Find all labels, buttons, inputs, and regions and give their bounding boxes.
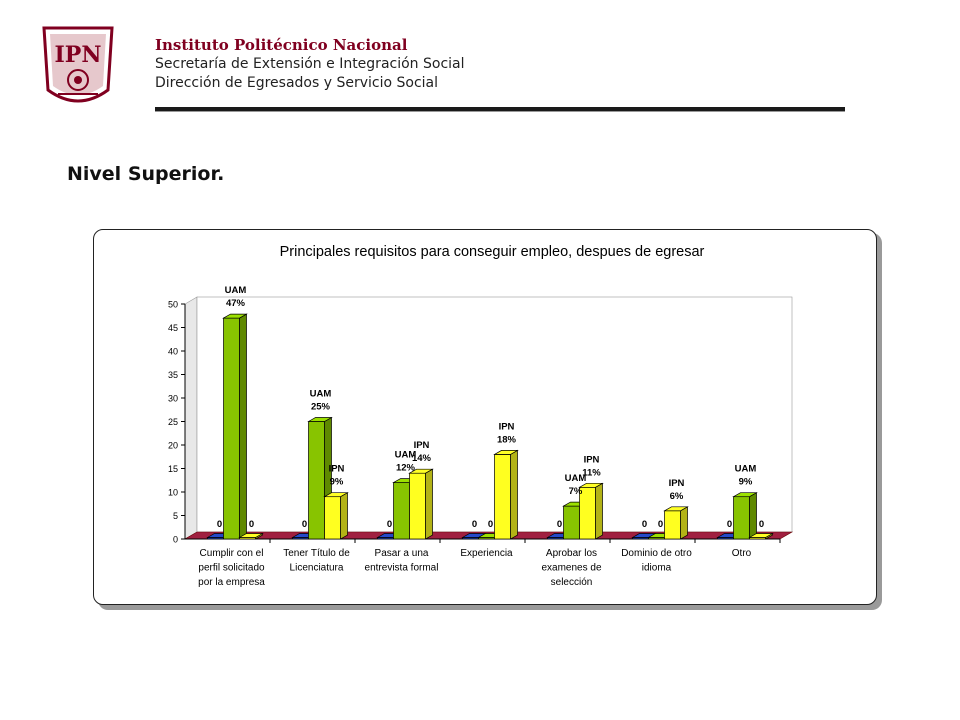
bar-side	[749, 492, 757, 540]
chart-side-wall	[184, 296, 198, 540]
data-label: 18%	[497, 434, 517, 445]
x-tick-label: entrevista formal	[365, 563, 439, 574]
data-label: 0	[557, 519, 562, 530]
x-tick-label: Licenciatura	[290, 563, 344, 574]
y-tick-label: 25	[168, 417, 178, 427]
institution-name: Instituto Politécnico Nacional	[155, 36, 408, 54]
data-label: UAM	[310, 389, 332, 400]
bar-top	[748, 533, 774, 538]
data-label: 0	[727, 519, 732, 530]
header-divider	[155, 107, 845, 111]
bar	[409, 472, 426, 540]
data-label: UAM	[395, 450, 417, 461]
data-label: 9%	[739, 477, 753, 488]
y-tick-label: 20	[168, 441, 178, 451]
bar	[563, 505, 580, 540]
bar-top	[307, 417, 333, 422]
bar-top	[222, 313, 248, 319]
bar-top	[323, 492, 349, 498]
data-label: IPN	[584, 454, 600, 465]
bar-top	[578, 482, 604, 488]
bar	[308, 421, 325, 540]
y-tick-label: 45	[168, 323, 178, 333]
bar-side	[680, 506, 688, 540]
data-label: 6%	[670, 491, 684, 502]
x-tick-label: Pasar a una	[375, 548, 429, 559]
ipn-logo-icon: IPN	[38, 20, 118, 112]
data-label: 0	[658, 519, 663, 530]
bar-side	[340, 492, 348, 540]
x-tick-label: Cumplir con el	[200, 548, 264, 559]
logo-text: IPN	[55, 42, 102, 68]
data-label: 0	[249, 519, 254, 530]
data-label: 0	[217, 519, 222, 530]
x-tick-label: Tener Título de	[283, 548, 350, 559]
header-divider-shadow	[155, 111, 845, 112]
data-label: UAM	[735, 464, 757, 475]
y-tick-label: 0	[173, 535, 178, 545]
data-label: IPN	[329, 464, 345, 475]
data-label: 0	[759, 519, 764, 530]
data-label: 14%	[412, 453, 432, 464]
y-tick-label: 15	[168, 464, 178, 474]
x-tick-label: por la empresa	[198, 577, 265, 588]
data-label: 25%	[311, 402, 331, 413]
data-label: 7%	[569, 486, 583, 497]
header-secretaria: Secretaría de Extensión e Integración So…	[155, 56, 465, 72]
data-label: 0	[472, 519, 477, 530]
y-tick-label: 40	[168, 347, 178, 357]
bar-side	[425, 468, 433, 540]
bar	[494, 454, 511, 540]
header: Instituto Politécnico Nacional Secretarí…	[155, 36, 465, 93]
y-tick-label: 50	[168, 300, 178, 310]
bar	[733, 496, 750, 540]
x-tick-label: idioma	[642, 563, 672, 574]
bar-top	[663, 506, 689, 512]
header-direccion: Dirección de Egresados y Servicio Social	[155, 75, 438, 91]
x-tick-label: Experiencia	[460, 548, 513, 559]
section-title: Nivel Superior.	[67, 163, 225, 185]
bar	[393, 482, 410, 540]
data-label: IPN	[499, 421, 515, 432]
bar-top	[408, 468, 434, 474]
data-label: 0	[488, 519, 493, 530]
x-tick-label: Dominio de otro	[621, 548, 692, 559]
bar-top	[493, 450, 519, 455]
data-label: 12%	[396, 463, 416, 474]
bar	[324, 496, 341, 540]
data-label: 11%	[582, 467, 601, 478]
y-tick-label: 5	[173, 511, 178, 521]
data-label: 0	[387, 519, 392, 530]
data-label: IPN	[669, 478, 685, 489]
bar-top	[238, 533, 264, 538]
x-tick-label: Otro	[732, 548, 752, 559]
x-tick-label: Aprobar los	[546, 548, 597, 559]
bar-side	[510, 449, 518, 540]
bar-chart: Principales requisitos para conseguir em…	[168, 244, 794, 588]
data-label: 0	[642, 519, 647, 530]
bar-side	[239, 313, 247, 540]
bar	[664, 510, 681, 540]
data-label: 0	[302, 519, 307, 530]
y-tick-label: 10	[168, 488, 178, 498]
data-label: IPN	[414, 440, 430, 451]
data-label: UAM	[565, 473, 587, 484]
bar-side	[595, 482, 603, 540]
x-tick-label: selección	[551, 577, 593, 588]
bar-top	[732, 492, 758, 498]
y-tick-label: 30	[168, 394, 178, 404]
data-label: 9%	[330, 477, 344, 488]
chart-title: Principales requisitos para conseguir em…	[280, 244, 705, 260]
x-tick-label: examenes de	[541, 563, 601, 574]
bar	[223, 317, 240, 540]
data-label: 47%	[226, 298, 246, 309]
y-tick-label: 35	[168, 370, 178, 380]
data-label: UAM	[225, 285, 247, 296]
x-tick-label: perfil solicitado	[198, 563, 265, 574]
